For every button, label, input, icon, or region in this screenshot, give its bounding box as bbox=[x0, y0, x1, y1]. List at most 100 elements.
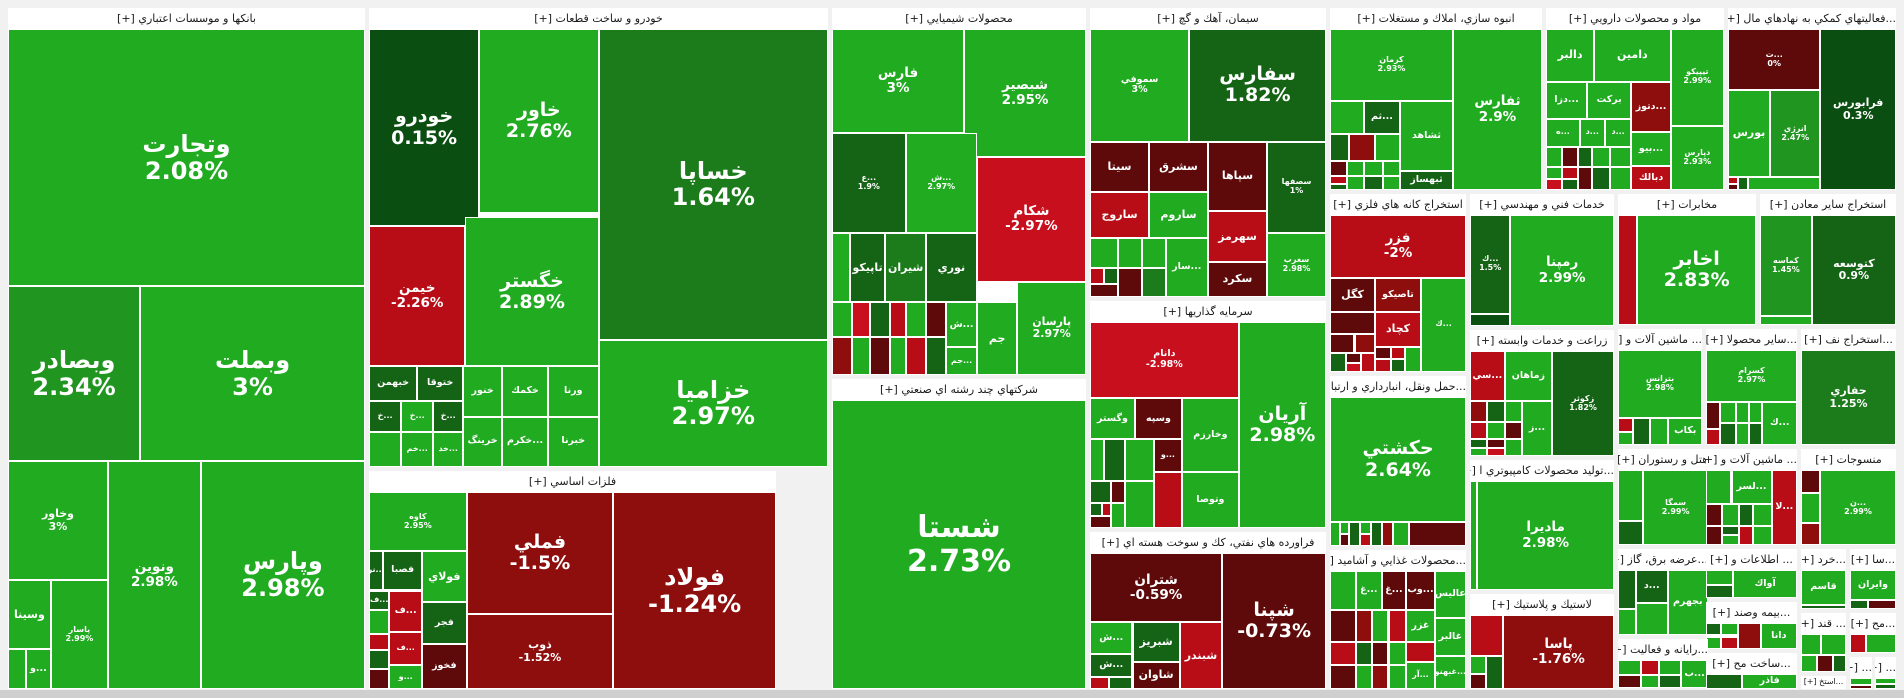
sector-header-agriculture[interactable]: زراعت و خدمات وابسته [+] bbox=[1470, 330, 1614, 351]
sector-header-computer-services[interactable]: ...رايانه و فعاليت [+] bbox=[1618, 639, 1708, 660]
treemap-tile[interactable] bbox=[1104, 267, 1119, 284]
treemap-tile[interactable] bbox=[1108, 676, 1133, 689]
treemap-tile[interactable] bbox=[1562, 178, 1579, 190]
treemap-tile[interactable] bbox=[1618, 570, 1636, 609]
treemap-tile-وخاور[interactable]: وخاور 3% bbox=[8, 461, 108, 581]
treemap-tile-بجهرم[interactable]: بجهرم bbox=[1667, 570, 1708, 635]
treemap-tile-...ف[interactable]: ...ف bbox=[389, 590, 422, 632]
treemap-tile[interactable] bbox=[1487, 401, 1505, 423]
treemap-tile[interactable] bbox=[1383, 175, 1400, 190]
treemap-tile[interactable] bbox=[1346, 161, 1364, 176]
treemap-tile-...ف[interactable]: ...ف bbox=[369, 590, 390, 611]
treemap-tile-وخارزم[interactable]: وخارزم bbox=[1182, 398, 1239, 473]
sector-header-stub-2[interactable]: ... [+] bbox=[1875, 657, 1896, 678]
treemap-tile[interactable] bbox=[1618, 675, 1641, 688]
treemap-tile[interactable] bbox=[1618, 521, 1644, 545]
treemap-tile[interactable] bbox=[1118, 238, 1142, 268]
treemap-tile[interactable] bbox=[1706, 674, 1743, 689]
treemap-tile[interactable] bbox=[1504, 422, 1522, 440]
treemap-tile[interactable] bbox=[1546, 167, 1563, 179]
treemap-tile-سهرمز[interactable]: سهرمز bbox=[1208, 211, 1267, 263]
treemap-tile-كتوسعه[interactable]: كتوسعه 0.9% bbox=[1811, 215, 1896, 325]
sector-header-info-services[interactable]: ... اطلاعات و [+] bbox=[1706, 549, 1797, 570]
treemap-tile[interactable] bbox=[1487, 422, 1505, 440]
treemap-tile-كچاد[interactable]: كچاد bbox=[1374, 312, 1422, 347]
treemap-tile[interactable] bbox=[1349, 133, 1375, 161]
treemap-tile[interactable] bbox=[1546, 146, 1563, 168]
treemap-tile[interactable] bbox=[1640, 675, 1659, 688]
treemap-tile[interactable] bbox=[1748, 402, 1763, 424]
treemap-tile[interactable] bbox=[1359, 522, 1371, 535]
treemap-tile-...د[interactable]: ...د bbox=[1579, 119, 1605, 147]
treemap-tile[interactable] bbox=[1760, 316, 1812, 325]
treemap-tile[interactable] bbox=[1753, 526, 1772, 545]
treemap-tile[interactable] bbox=[1363, 161, 1383, 176]
treemap-tile[interactable] bbox=[1101, 503, 1112, 516]
treemap-tile[interactable] bbox=[1125, 439, 1154, 481]
treemap-tile[interactable] bbox=[1330, 522, 1340, 546]
treemap-tile-شبريز[interactable]: شبريز bbox=[1132, 622, 1180, 662]
sector-header-other-mining[interactable]: استخراج ساير معادن [+] bbox=[1760, 194, 1896, 215]
treemap-tile[interactable] bbox=[1391, 359, 1405, 372]
treemap-tile-انرژي[interactable]: انرژي 2.47% bbox=[1770, 90, 1821, 178]
treemap-tile[interactable] bbox=[1470, 447, 1488, 456]
treemap-tile[interactable] bbox=[1090, 238, 1119, 268]
treemap-tile[interactable] bbox=[1850, 678, 1872, 685]
treemap-tile[interactable] bbox=[926, 302, 947, 337]
treemap-tile-عاليس[interactable]: عاليس bbox=[1434, 571, 1466, 619]
treemap-tile[interactable] bbox=[1748, 423, 1763, 445]
treemap-tile-خنور[interactable]: خنور bbox=[463, 366, 503, 417]
treemap-tile-...و[interactable]: ...و bbox=[25, 649, 51, 689]
treemap-tile[interactable] bbox=[1470, 313, 1511, 326]
treemap-tile-...ب[interactable]: ...ب bbox=[1681, 660, 1708, 688]
treemap-tile-خساپا[interactable]: خساپا 1.64% bbox=[598, 29, 828, 340]
treemap-tile-بكاب[interactable]: بكاب bbox=[1668, 418, 1702, 445]
treemap-tile[interactable] bbox=[1592, 146, 1611, 168]
treemap-tile[interactable] bbox=[1850, 684, 1872, 689]
treemap-tile[interactable] bbox=[1104, 439, 1126, 481]
treemap-tile-ساروم[interactable]: ساروم bbox=[1149, 192, 1208, 239]
treemap-tile-ثشاهد[interactable]: ثشاهد bbox=[1399, 101, 1453, 171]
treemap-tile[interactable] bbox=[852, 336, 871, 375]
treemap-tile[interactable] bbox=[1706, 585, 1734, 598]
treemap-tile[interactable] bbox=[1330, 312, 1375, 335]
treemap-tile[interactable] bbox=[1728, 183, 1739, 190]
treemap-tile-ساروج[interactable]: ساروج bbox=[1090, 192, 1149, 239]
treemap-tile-قاسم[interactable]: قاسم bbox=[1801, 570, 1846, 606]
treemap-tile-سكرد[interactable]: سكرد bbox=[1208, 262, 1267, 297]
treemap-tile-دانام[interactable]: دانام -2.98% bbox=[1090, 322, 1239, 399]
treemap-tile-ثبهساز[interactable]: ثبهساز bbox=[1399, 170, 1453, 190]
treemap-tile-...خ[interactable]: ...خ bbox=[369, 401, 402, 432]
treemap-tile[interactable] bbox=[1736, 402, 1749, 424]
treemap-tile[interactable] bbox=[1618, 660, 1641, 676]
treemap-tile[interactable] bbox=[1866, 634, 1896, 653]
sector-header-rubber-plastic[interactable]: لاستيك و پلاستيك [+] bbox=[1470, 594, 1614, 615]
treemap-tile-فخوز[interactable]: فخوز bbox=[421, 643, 467, 689]
treemap-tile-رمپنا[interactable]: رمپنا 2.99% bbox=[1510, 215, 1614, 326]
treemap-tile[interactable] bbox=[1875, 684, 1896, 689]
treemap-tile[interactable] bbox=[890, 302, 906, 337]
treemap-tile[interactable] bbox=[1374, 346, 1392, 360]
treemap-tile[interactable] bbox=[1346, 175, 1364, 190]
treemap-tile[interactable] bbox=[1330, 101, 1364, 134]
treemap-tile-...د[interactable]: ...د bbox=[1604, 119, 1632, 147]
treemap-tile-فزر[interactable]: فزر -2% bbox=[1330, 215, 1466, 278]
treemap-tile[interactable] bbox=[1801, 605, 1846, 609]
treemap-tile[interactable] bbox=[1706, 470, 1732, 504]
treemap-tile[interactable] bbox=[1722, 503, 1739, 527]
treemap-tile-فولاد[interactable]: فولاد -1.24% bbox=[613, 492, 776, 689]
treemap-tile[interactable] bbox=[1090, 503, 1102, 516]
sector-header-food[interactable]: ...محصولات غذايي و آشاميد [+] bbox=[1330, 550, 1466, 571]
treemap-tile[interactable] bbox=[1470, 481, 1478, 590]
sector-header-chemicals[interactable]: محصولات شيميايي [+] bbox=[832, 8, 1086, 29]
treemap-tile-سيتا[interactable]: سيتا bbox=[1090, 141, 1149, 193]
treemap-tile-وپارس[interactable]: وپارس 2.98% bbox=[200, 461, 365, 689]
treemap-tile[interactable] bbox=[1470, 674, 1486, 689]
treemap-tile[interactable] bbox=[1562, 167, 1579, 179]
treemap-tile-كاوه[interactable]: كاوه 2.95% bbox=[369, 492, 467, 552]
treemap-tile-وايران[interactable]: وايران bbox=[1850, 570, 1896, 601]
sector-header-pharma[interactable]: مواد و محصولات دارويي [+] bbox=[1546, 8, 1724, 29]
treemap-tile-...ه[interactable]: ...ه bbox=[1546, 119, 1580, 147]
treemap-tile-...سي[interactable]: ...سي bbox=[1470, 351, 1505, 402]
treemap-tile-آواك[interactable]: آواك bbox=[1733, 570, 1797, 598]
